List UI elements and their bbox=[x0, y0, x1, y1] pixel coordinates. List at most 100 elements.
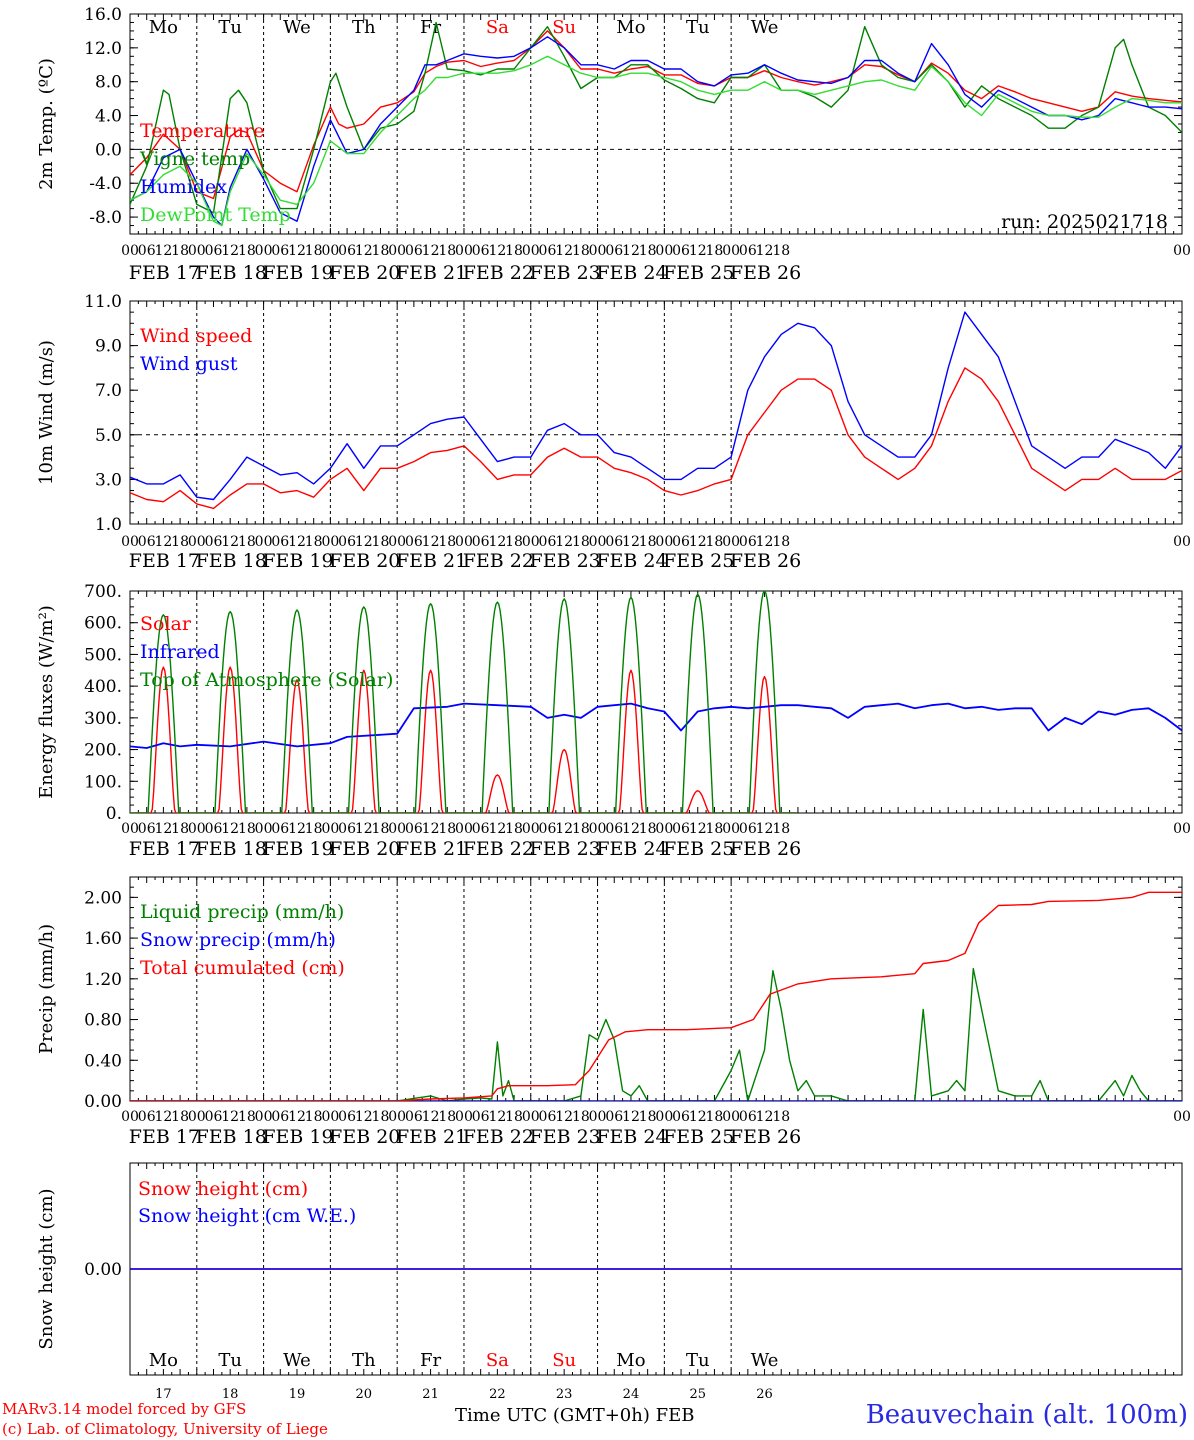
y-tick-label: 700. bbox=[84, 582, 122, 602]
series-line-1 bbox=[130, 702, 1182, 749]
hour-label: 12 bbox=[221, 534, 239, 550]
y-tick-label: 200. bbox=[84, 741, 122, 761]
hour-label: 00 bbox=[388, 534, 406, 550]
hour-label: 18 bbox=[238, 1109, 256, 1125]
date-label: FEB 23 bbox=[530, 550, 601, 572]
legend-entry: Wind gust bbox=[140, 353, 238, 375]
date-label: FEB 18 bbox=[196, 838, 267, 860]
panel-snow: 0.00 Snow height (cm) Mo 17 Tu 18 We 19 Th 20 Fr 21… bbox=[36, 1162, 1183, 1402]
y-tick-label: 4.0 bbox=[95, 107, 122, 127]
hour-label: 00 bbox=[388, 821, 406, 837]
legend-entry: Solar bbox=[140, 613, 192, 635]
day-name: We bbox=[283, 1350, 311, 1371]
hour-label: 06 bbox=[205, 243, 223, 259]
hour-label: 12 bbox=[488, 243, 506, 259]
hour-label: 06 bbox=[472, 821, 490, 837]
panel-energy: 700. 600. 500. 400. 300. 200. 100. 0. Energy flu… bbox=[36, 582, 1191, 860]
hour-label: 12 bbox=[689, 243, 707, 259]
hour-label: 18 bbox=[238, 243, 256, 259]
series-group bbox=[130, 21, 1182, 227]
hour-label: 06 bbox=[472, 243, 490, 259]
hour-label: 18 bbox=[572, 534, 590, 550]
hour-label: 06 bbox=[605, 821, 623, 837]
hour-label: 18 bbox=[706, 1109, 724, 1125]
hour-label: 06 bbox=[605, 534, 623, 550]
hour-label: 06 bbox=[338, 821, 356, 837]
hour-label: 18 bbox=[772, 821, 790, 837]
date-label: FEB 19 bbox=[262, 550, 333, 572]
y-tick-label: 7.0 bbox=[95, 381, 122, 401]
day-number: 23 bbox=[556, 1387, 573, 1402]
day-name: Tu bbox=[686, 1350, 710, 1371]
hour-label: 12 bbox=[555, 534, 573, 550]
day-name: We bbox=[283, 17, 311, 38]
hour-label: 18 bbox=[438, 243, 456, 259]
hour-label: 06 bbox=[672, 534, 690, 550]
hour-label: 18 bbox=[505, 1109, 523, 1125]
hour-label: 00 bbox=[255, 534, 273, 550]
model-credit: MARv3.14 model forced by GFS bbox=[2, 1400, 247, 1418]
hour-label: 12 bbox=[555, 821, 573, 837]
day-name: Th bbox=[352, 17, 376, 38]
date-label: FEB 20 bbox=[329, 550, 400, 572]
day-number: 21 bbox=[422, 1387, 439, 1402]
hour-label: 00 bbox=[589, 243, 607, 259]
y-tick-label: 300. bbox=[84, 709, 122, 729]
y-tick-label: 11.0 bbox=[84, 292, 122, 312]
date-label: FEB 21 bbox=[396, 1126, 467, 1148]
y-tick-label: 8.0 bbox=[95, 73, 122, 93]
y-axis-label: Energy fluxes (W/m²) bbox=[36, 605, 57, 799]
hour-label: 18 bbox=[639, 1109, 657, 1125]
hour-label: 00 bbox=[188, 821, 206, 837]
hour-label: 00 bbox=[522, 243, 540, 259]
date-label: FEB 19 bbox=[262, 262, 333, 284]
day-name: Mo bbox=[616, 1350, 645, 1371]
hour-label: 00 bbox=[522, 821, 540, 837]
y-axis-label: 2m Temp. (ºC) bbox=[36, 58, 57, 190]
y-tick-label: 2.00 bbox=[84, 888, 122, 908]
hour-label: 12 bbox=[622, 534, 640, 550]
hour-label: 06 bbox=[405, 1109, 423, 1125]
series-line-0 bbox=[130, 30, 1182, 200]
date-label: FEB 20 bbox=[329, 1126, 400, 1148]
hour-label: 06 bbox=[672, 821, 690, 837]
hour-label: 12 bbox=[756, 1109, 774, 1125]
hour-label: 12 bbox=[689, 1109, 707, 1125]
day-name: Tu bbox=[686, 17, 710, 38]
hour-label: 12 bbox=[622, 821, 640, 837]
hour-label: 00 bbox=[321, 243, 339, 259]
hour-label: 00 bbox=[1173, 243, 1191, 259]
hour-label: 18 bbox=[372, 534, 390, 550]
date-label: FEB 22 bbox=[463, 1126, 534, 1148]
hour-label: 18 bbox=[772, 534, 790, 550]
date-label: FEB 26 bbox=[730, 838, 801, 860]
y-tick-label: 3.0 bbox=[95, 470, 122, 490]
hour-label: 06 bbox=[205, 821, 223, 837]
y-tick-label: 9.0 bbox=[95, 337, 122, 357]
hour-label: 12 bbox=[756, 243, 774, 259]
legend-entry: Top of Atmosphere (Solar) bbox=[140, 669, 393, 691]
day-name: Tu bbox=[218, 17, 242, 38]
hour-label: 00 bbox=[455, 534, 473, 550]
y-axis-label: 10m Wind (m/s) bbox=[36, 340, 57, 485]
hour-label: 12 bbox=[355, 1109, 373, 1125]
month-label: FEB bbox=[655, 1405, 695, 1426]
series-line-0 bbox=[130, 967, 1182, 1101]
legend-entry: Total cumulated (cm) bbox=[140, 957, 345, 979]
hour-label: 06 bbox=[539, 534, 557, 550]
hour-label: 18 bbox=[706, 243, 724, 259]
day-name: Su bbox=[552, 1350, 576, 1371]
legend-entry: Infrared bbox=[140, 641, 220, 663]
y-tick-label: 400. bbox=[84, 677, 122, 697]
hour-label: 00 bbox=[589, 534, 607, 550]
date-label: FEB 22 bbox=[463, 838, 534, 860]
time-axis-label: Time UTC (GMT+0h) FEB bbox=[455, 1405, 694, 1426]
date-label: FEB 22 bbox=[463, 550, 534, 572]
hour-label: 12 bbox=[756, 821, 774, 837]
hour-label: 00 bbox=[1173, 1109, 1191, 1125]
date-label: FEB 18 bbox=[196, 1126, 267, 1148]
hour-label: 18 bbox=[572, 821, 590, 837]
day-name: Mo bbox=[149, 17, 178, 38]
date-label: FEB 26 bbox=[730, 262, 801, 284]
